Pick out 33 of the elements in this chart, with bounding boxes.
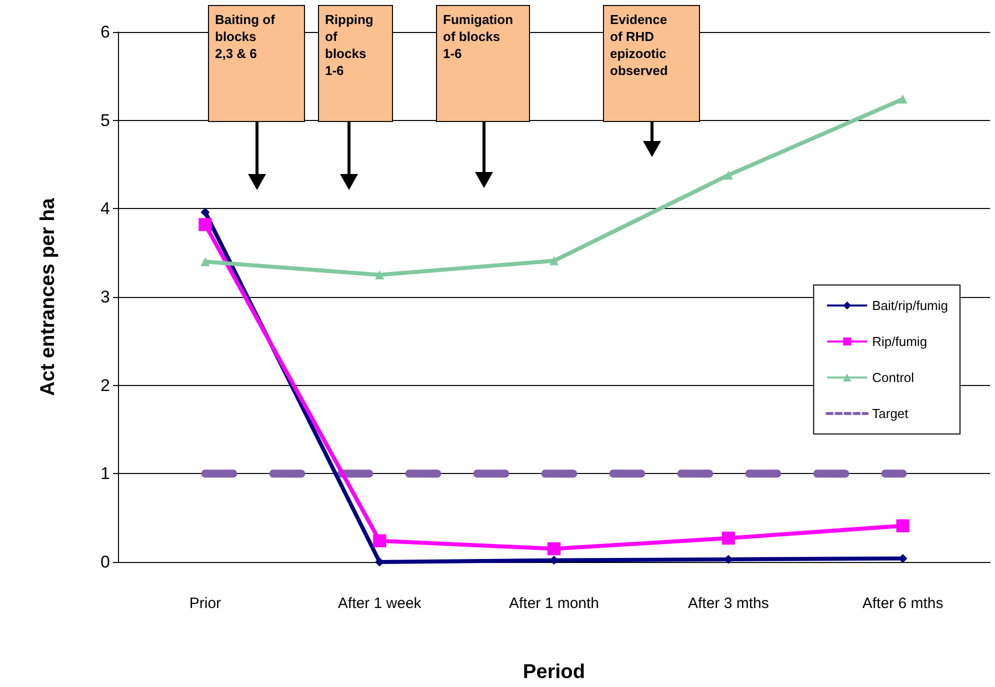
x-tick-label: Prior [189,595,222,612]
legend-label: Rip/fumig [872,334,928,349]
x-tick-label: After 1 week [338,595,422,612]
point [200,208,210,217]
legend-label: Bait/rip/fumig [872,298,948,313]
legend-label: Control [872,370,914,385]
callout-box: Baiting of blocks 2,3 & 6 [208,5,305,122]
callout-box: Fumigation of blocks 1-6 [436,5,530,122]
point [200,257,210,266]
x-tick-label: After 1 month [508,595,600,612]
point [896,519,910,532]
y-tick-label: 5 [100,110,110,130]
y-tick-label: 1 [100,464,110,484]
point [373,534,386,548]
x-axis-title: Period [522,661,586,683]
point [198,218,212,232]
y-tick-label: 4 [100,199,110,218]
point [375,270,384,280]
callout-box: Ripping of blocks 1-6 [318,5,393,122]
legend-label: Target [872,406,909,421]
y-tick-label: 0 [100,552,110,572]
y-tick-label: 3 [100,288,110,306]
point [722,532,735,545]
point [724,170,733,180]
y-tick-label: 2 [100,376,110,395]
point [550,256,558,266]
x-tick-label: After 6 mths [862,595,944,612]
point [548,542,560,556]
callout-box: Evidence of RHD epizootic observed [603,5,700,122]
y-tick-label: 6 [100,22,110,42]
y-axis-title: Act entrances per ha [37,197,59,396]
point [898,94,908,104]
x-tick-label: After 3 mths [688,595,769,612]
